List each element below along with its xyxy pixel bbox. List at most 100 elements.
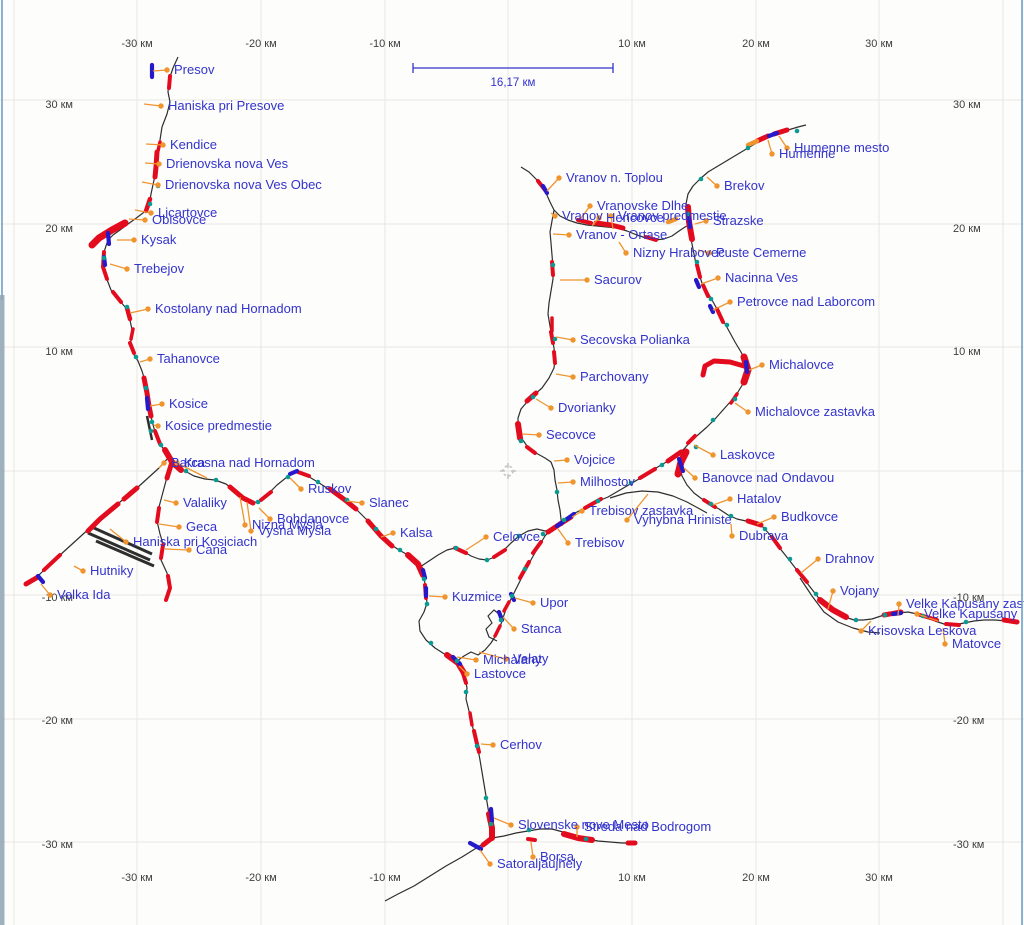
- station-label-velka-ida[interactable]: Velka Ida: [57, 587, 111, 602]
- station-label-kysak[interactable]: Kysak: [141, 232, 177, 247]
- station-label-streda-nad-bodrogom[interactable]: Streda nad Bodrogom: [584, 819, 711, 834]
- station-platform-mark: [105, 230, 112, 247]
- station-label-vojany[interactable]: Vojany: [840, 583, 880, 598]
- station-label-kalsa[interactable]: Kalsa: [400, 525, 433, 540]
- station-label-drienovska-nova-ves[interactable]: Drienovska nova Ves: [166, 156, 289, 171]
- station-label-humenne[interactable]: Humenne: [779, 146, 835, 161]
- sensor-dot: [149, 419, 155, 425]
- station-label-stanca[interactable]: Stanca: [521, 621, 562, 636]
- sensor-dots-layer: [101, 128, 969, 842]
- station-label-matovce[interactable]: Matovce: [952, 636, 1001, 651]
- station-label-barca[interactable]: Barca: [171, 455, 206, 470]
- station-label-nizny-hrabovec[interactable]: Nizny Hrabovec: [633, 245, 725, 260]
- station-label-nacinna-ves[interactable]: Nacinna Ves: [725, 270, 798, 285]
- station-label-upor[interactable]: Upor: [540, 595, 569, 610]
- station-label-obisovce[interactable]: Obisovce: [152, 212, 206, 227]
- axis-tick-label: -30 км: [42, 839, 73, 851]
- station-label-michalovce[interactable]: Michalovce: [769, 357, 834, 372]
- station-label-sacurov[interactable]: Sacurov: [594, 272, 642, 287]
- station-label-milhostov[interactable]: Milhostov: [580, 474, 635, 489]
- station-label-slanec[interactable]: Slanec: [369, 495, 409, 510]
- station-label-hutniky[interactable]: Hutniky: [90, 563, 134, 578]
- sensor-dot: [428, 640, 434, 646]
- station-label-dvorianky[interactable]: Dvorianky: [558, 400, 616, 415]
- station-label-vranov-n-toplou[interactable]: Vranov n. Toplou: [566, 170, 663, 185]
- axis-tick-label: 10 км: [45, 346, 73, 358]
- station-label-presov[interactable]: Presov: [174, 62, 215, 77]
- label-leader-line: [521, 433, 540, 436]
- station-label-budkovce[interactable]: Budkovce: [781, 509, 838, 524]
- station-label-secovce[interactable]: Secovce: [546, 427, 596, 442]
- station-label-cana[interactable]: Cana: [196, 542, 228, 557]
- station-label-celovce[interactable]: Celovce: [493, 529, 540, 544]
- station-label-vranov-predmestie[interactable]: Vranov predmestie: [618, 208, 727, 223]
- station-label-tahanovce[interactable]: Tahanovce: [157, 351, 220, 366]
- station-label-krisovska-leskova[interactable]: Krisovska Leskova: [868, 623, 977, 638]
- station-label-dubrava[interactable]: Dubrava: [739, 528, 789, 543]
- station-label-kendice[interactable]: Kendice: [170, 137, 217, 152]
- station-label-lastovce[interactable]: Lastovce: [474, 666, 526, 681]
- station-label-michalovce-zastavka[interactable]: Michalovce zastavka: [755, 404, 876, 419]
- station-label-krasna-nad-hornadom[interactable]: Krasna nad Hornadom: [184, 455, 315, 470]
- station-label-strazske[interactable]: Strazske: [713, 213, 764, 228]
- axis-tick-label: 20 км: [742, 38, 770, 50]
- label-leader-dot: [142, 217, 148, 223]
- sensor-dot: [424, 601, 430, 607]
- station-label-kosice[interactable]: Kosice: [169, 396, 208, 411]
- station-label-haniska-pri-kosiciach[interactable]: Haniska pri Kosiciach: [133, 534, 257, 549]
- station-label-ruskov[interactable]: Ruskov: [308, 481, 352, 496]
- label-leader-line: [456, 656, 477, 661]
- station-label-licartovce[interactable]: Licartovce: [158, 205, 217, 220]
- station-label-puste-cemerne[interactable]: Puste Cemerne: [716, 245, 806, 260]
- station-label-secovska-polianka[interactable]: Secovska Polianka: [580, 332, 691, 347]
- yard-track: [87, 531, 151, 562]
- station-label-satoraljaujhely[interactable]: Satoraljaujhely: [497, 856, 583, 871]
- station-label-brekov[interactable]: Brekov: [724, 178, 765, 193]
- station-label-slovenske-nove-mesto[interactable]: Slovenske nove Mesto: [518, 817, 649, 832]
- station-label-velaty[interactable]: Velaty: [513, 651, 549, 666]
- station-label-laskovce[interactable]: Laskovce: [720, 447, 775, 462]
- station-label-borsa[interactable]: Borsa: [540, 849, 575, 864]
- station-label-cerhov[interactable]: Cerhov: [500, 737, 542, 752]
- sensor-dot: [694, 259, 700, 265]
- station-label-geca[interactable]: Geca: [186, 519, 218, 534]
- station-label-trebisov[interactable]: Trebisov: [575, 535, 625, 550]
- axis-tick-label: -30 км: [953, 839, 984, 851]
- station-label-velke-kapusany-zast[interactable]: Velke Kapusany zast: [906, 596, 1024, 611]
- station-label-kuzmice[interactable]: Kuzmice: [452, 589, 502, 604]
- station-label-petrovce-nad-laborcom[interactable]: Petrovce nad Laborcom: [737, 294, 875, 309]
- sensor-dot: [708, 501, 714, 507]
- station-label-kosice-predmestie[interactable]: Kosice predmestie: [165, 418, 272, 433]
- station-label-trebejov[interactable]: Trebejov: [134, 261, 185, 276]
- station-label-bohdanovce[interactable]: Bohdanovce: [277, 511, 349, 526]
- station-label-velke-kapusany[interactable]: Velke Kapusany: [924, 606, 1018, 621]
- sensor-dot: [787, 556, 793, 562]
- sensor-dot: [813, 591, 819, 597]
- station-label-kostolany-nad-hornadom[interactable]: Kostolany nad Hornadom: [155, 301, 302, 316]
- occupied-track-segment: [259, 490, 273, 502]
- station-label-vyhybna-hriniste[interactable]: Vyhybna Hriniste: [634, 512, 732, 527]
- station-label-trebisov-zastavka[interactable]: Trebisov zastavka: [589, 503, 694, 518]
- station-label-drahnov[interactable]: Drahnov: [825, 551, 875, 566]
- station-label-vojcice[interactable]: Vojcice: [574, 452, 615, 467]
- label-leader-dot: [858, 628, 864, 634]
- station-label-valaliky[interactable]: Valaliky: [183, 495, 227, 510]
- station-label-vysna-mysla[interactable]: Vysna Mysla: [258, 523, 332, 538]
- station-label-hencovce[interactable]: Hencovce: [606, 210, 664, 225]
- station-label-humenne-mesto[interactable]: Humenne mesto: [794, 140, 889, 155]
- sensor-dot: [397, 547, 403, 553]
- station-label-vranov[interactable]: Vranov: [562, 208, 603, 223]
- station-label-vranov-ortase[interactable]: Vranov - Ortase: [576, 227, 667, 242]
- station-label-banovce-nad-ondavou[interactable]: Banovce nad Ondavou: [702, 470, 834, 485]
- station-label-nizna-mysla[interactable]: Nizna Mysla: [252, 517, 324, 532]
- yard-track: [145, 415, 154, 441]
- station-label-hatalov[interactable]: Hatalov: [737, 491, 782, 506]
- station-label-vranovske-dlhe[interactable]: Vranovske Dlhe: [597, 198, 688, 213]
- station-label-parchovany[interactable]: Parchovany: [580, 369, 649, 384]
- station-label-drienovska-nova-ves-obec[interactable]: Drienovska nova Ves Obec: [165, 177, 322, 192]
- station-label-michalany[interactable]: Michalany: [483, 652, 542, 667]
- station-label-haniska-pri-presove[interactable]: Haniska pri Presove: [168, 98, 284, 113]
- label-leader-dot: [147, 356, 153, 362]
- sensor-dot: [255, 499, 261, 505]
